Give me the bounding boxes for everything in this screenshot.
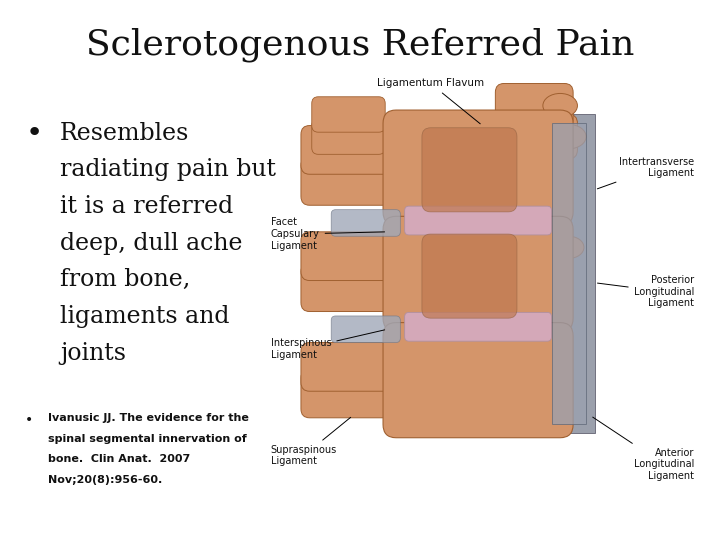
FancyBboxPatch shape: [383, 217, 573, 332]
Text: it is a referred: it is a referred: [60, 195, 233, 218]
FancyBboxPatch shape: [331, 316, 400, 342]
Text: Interspinous
Ligament: Interspinous Ligament: [271, 330, 384, 360]
FancyBboxPatch shape: [383, 110, 573, 225]
Ellipse shape: [543, 93, 577, 118]
FancyBboxPatch shape: [482, 114, 577, 159]
FancyBboxPatch shape: [301, 157, 405, 205]
Text: •: •: [25, 119, 42, 147]
Ellipse shape: [552, 124, 586, 149]
Ellipse shape: [554, 237, 584, 258]
FancyBboxPatch shape: [301, 126, 405, 174]
Text: Anterior
Longitudinal
Ligament: Anterior Longitudinal Ligament: [593, 417, 694, 481]
FancyBboxPatch shape: [312, 97, 385, 132]
Polygon shape: [552, 123, 586, 424]
Text: Ivanusic JJ. The evidence for the: Ivanusic JJ. The evidence for the: [48, 413, 249, 423]
FancyBboxPatch shape: [405, 206, 552, 235]
FancyBboxPatch shape: [301, 342, 405, 391]
FancyBboxPatch shape: [301, 369, 405, 418]
Polygon shape: [560, 114, 595, 433]
FancyBboxPatch shape: [383, 322, 573, 438]
Text: Ligamentum Flavum: Ligamentum Flavum: [377, 78, 484, 124]
FancyBboxPatch shape: [301, 232, 405, 281]
Text: Facet
Capsulary
Ligament: Facet Capsulary Ligament: [271, 218, 384, 251]
FancyBboxPatch shape: [405, 313, 552, 341]
Text: radiating pain but: radiating pain but: [60, 158, 276, 181]
Text: spinal segmental innervation of: spinal segmental innervation of: [48, 434, 247, 444]
FancyBboxPatch shape: [331, 210, 400, 237]
FancyBboxPatch shape: [422, 128, 517, 212]
FancyBboxPatch shape: [491, 227, 569, 269]
Text: Posterior
Longitudinal
Ligament: Posterior Longitudinal Ligament: [598, 275, 694, 308]
Text: Resembles: Resembles: [60, 122, 189, 145]
Text: ligaments and: ligaments and: [60, 305, 229, 328]
FancyBboxPatch shape: [312, 119, 385, 154]
Text: Nov;20(8):956-60.: Nov;20(8):956-60.: [48, 475, 163, 485]
Text: Sclerotogenous Referred Pain: Sclerotogenous Referred Pain: [86, 27, 634, 62]
Text: bone.  Clin Anat.  2007: bone. Clin Anat. 2007: [48, 454, 191, 464]
FancyBboxPatch shape: [301, 263, 405, 312]
Text: Supraspinous
Ligament: Supraspinous Ligament: [271, 417, 351, 466]
Text: Intertransverse
Ligament: Intertransverse Ligament: [598, 157, 694, 189]
Text: from bone,: from bone,: [60, 268, 190, 292]
Text: •: •: [25, 413, 33, 427]
FancyBboxPatch shape: [422, 234, 517, 318]
Text: deep, dull ache: deep, dull ache: [60, 232, 242, 255]
Text: joints: joints: [60, 342, 126, 365]
FancyBboxPatch shape: [495, 84, 573, 128]
